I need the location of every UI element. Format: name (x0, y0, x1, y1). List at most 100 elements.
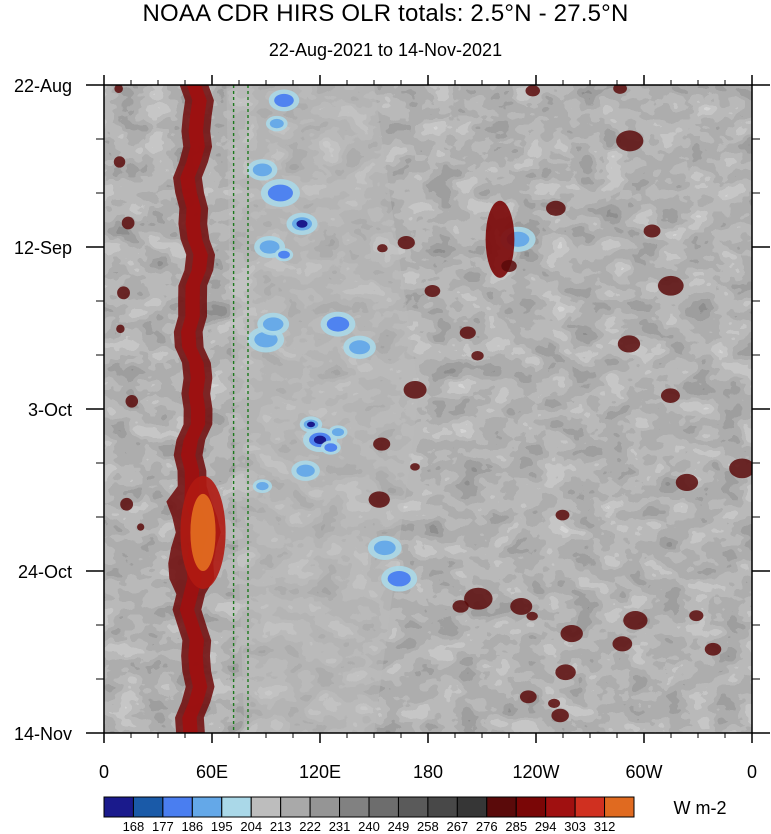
warm-speckle (643, 224, 661, 238)
warm-speckle (546, 200, 566, 216)
cold-blob (296, 464, 315, 477)
colorbar-label: 294 (535, 819, 557, 834)
cold-blob (254, 331, 278, 348)
warm-speckle (373, 437, 391, 451)
x-tick-label: 60W (625, 762, 662, 782)
cold-blob (269, 118, 284, 129)
warm-speckle (555, 509, 570, 521)
warm-speckle (729, 458, 752, 479)
warm-speckle (525, 85, 541, 97)
colorbar-swatch (574, 796, 606, 818)
warm-speckle (612, 636, 633, 652)
colorbar-label: 186 (181, 819, 203, 834)
warm-speckle (560, 624, 583, 643)
colorbar-swatch (339, 796, 370, 818)
cold-blob (267, 184, 293, 202)
warm-speckle (125, 395, 139, 408)
colorbar-swatch (132, 796, 164, 818)
warm-speckle (397, 235, 415, 250)
colorbar-swatch (604, 796, 635, 818)
cold-blob (262, 317, 284, 331)
warm-speckle (616, 130, 644, 152)
warm-speckle (657, 275, 684, 296)
cold-blob-core (313, 435, 327, 445)
cold-blob-core (306, 421, 316, 428)
colorbar-swatch (515, 796, 547, 818)
warm-speckle (526, 611, 538, 621)
colorbar-label: 168 (123, 819, 145, 834)
colorbar-swatch (545, 796, 576, 818)
cold-blob (373, 540, 396, 556)
colorbar-label: 240 (358, 819, 380, 834)
warm-speckle (114, 85, 123, 93)
x-tick-label: 180 (413, 762, 443, 782)
colorbar-swatch (162, 796, 193, 818)
y-tick-label: 24-Oct (18, 562, 72, 582)
x-tick-label: 0 (99, 762, 109, 782)
warm-speckle (116, 324, 125, 334)
cold-blob (387, 571, 411, 587)
warm-speckle (459, 326, 476, 339)
warm-speckle (519, 690, 537, 704)
warm-speckle (471, 350, 484, 361)
colorbar-units: W m-2 (674, 798, 727, 818)
warm-speckle (120, 497, 134, 511)
colorbar-label: 213 (270, 819, 292, 834)
warm-speckle (410, 463, 420, 471)
y-tick-label: 12-Sep (14, 238, 72, 258)
colorbar-swatch (191, 796, 223, 818)
x-tick-label: 0 (747, 762, 757, 782)
colorbar-label: 249 (388, 819, 410, 834)
colorbar-label: 258 (417, 819, 439, 834)
colorbar-swatch (309, 796, 341, 818)
cold-blob (259, 240, 280, 254)
chart-subtitle: 22-Aug-2021 to 14-Nov-2021 (268, 40, 503, 60)
warm-speckle (689, 610, 704, 622)
cold-blob (331, 428, 345, 437)
warm-speckle (403, 380, 427, 399)
colorbar-label: 222 (299, 819, 321, 834)
colorbar-swatch (221, 796, 252, 818)
cold-blob (252, 163, 273, 177)
cold-blob-core (296, 219, 308, 228)
warm-speckle (613, 85, 627, 94)
colorbar-label: 204 (240, 819, 262, 834)
y-tick-label: 22-Aug (14, 76, 72, 96)
warm-speckle (113, 156, 126, 168)
warm-patch (485, 200, 515, 278)
colorbar-label: 231 (329, 819, 351, 834)
x-tick-label: 60E (196, 762, 228, 782)
colorbar-label: 285 (505, 819, 527, 834)
warm-speckle (452, 600, 469, 613)
warm-speckle (704, 642, 722, 656)
cold-blob (324, 443, 338, 452)
colorbar-label: 177 (152, 819, 174, 834)
y-tick-label: 3-Oct (28, 400, 72, 420)
colorbar-swatch (456, 796, 488, 818)
warm-speckle (121, 216, 135, 230)
colorbar-label: 312 (594, 819, 616, 834)
colorbar-swatch (486, 796, 517, 818)
warm-speckle (137, 523, 145, 531)
warm-speckle (464, 587, 493, 610)
colorbar-swatch (280, 796, 311, 818)
warm-speckle (377, 244, 388, 253)
warm-speckle (368, 491, 390, 508)
y-tick-label: 14-Nov (14, 724, 72, 744)
colorbar-label: 303 (564, 819, 586, 834)
cold-blob (326, 316, 350, 332)
cold-blob (256, 482, 269, 491)
colorbar-label: 267 (446, 819, 468, 834)
warm-speckle (501, 260, 517, 272)
colorbar-swatch (103, 796, 134, 818)
warm-speckle (675, 473, 699, 492)
cold-blob (278, 250, 290, 259)
warm-speckle (617, 335, 641, 353)
x-tick-label: 120W (512, 762, 559, 782)
warm-speckle (623, 611, 648, 630)
warm-speckle (548, 698, 561, 708)
warm-core-inner (190, 493, 216, 571)
warm-speckle (510, 597, 533, 615)
